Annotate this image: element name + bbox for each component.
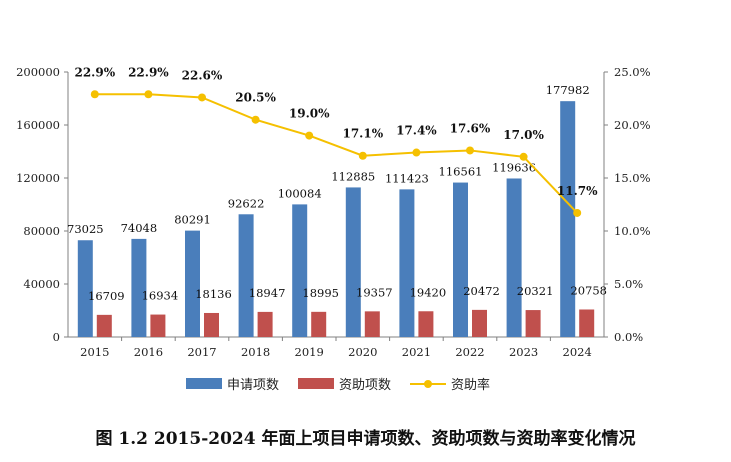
bar-fund: [525, 310, 541, 337]
data-label-apply: 73025: [67, 222, 104, 236]
x-tick-label: 2015: [80, 345, 109, 359]
bar-fund: [96, 314, 112, 337]
data-label-apply: 119636: [492, 160, 536, 174]
bar-apply: [238, 214, 254, 337]
data-label-apply: 111423: [385, 171, 429, 185]
x-tick-label: 2019: [295, 345, 324, 359]
rate-point: [90, 90, 99, 99]
rate-label: 17.6%: [450, 121, 491, 135]
y-right-tick-label: 10.0%: [614, 224, 651, 238]
data-label-apply: 112885: [331, 169, 375, 183]
legend-label-apply: 申请项数: [227, 378, 279, 393]
data-label-fund: 20472: [463, 284, 500, 298]
y-right-tick-label: 20.0%: [614, 118, 651, 132]
data-label-apply: 80291: [174, 213, 211, 227]
y-left-tick-label: 0: [53, 330, 60, 344]
y-left-tick-label: 80000: [23, 224, 60, 238]
bar-apply: [345, 187, 361, 337]
y-right-tick-label: 15.0%: [614, 171, 651, 185]
y-left-tick-label: 120000: [16, 171, 60, 185]
rate-line: [94, 93, 578, 214]
y-left-tick-label: 200000: [16, 65, 60, 79]
data-label-fund: 18136: [195, 287, 232, 301]
data-label-fund: 20758: [570, 283, 607, 297]
rate-point: [144, 90, 153, 99]
rate-label: 17.4%: [396, 124, 437, 138]
bar-apply: [453, 182, 468, 337]
rate-point: [358, 151, 367, 160]
data-label-fund: 16709: [88, 289, 125, 303]
bar-apply: [131, 238, 147, 337]
bar-fund: [257, 311, 273, 337]
bar-apply: [292, 204, 308, 337]
x-tick-label: 2020: [348, 345, 377, 359]
rate-label: 17.1%: [342, 127, 383, 141]
bar-fund: [204, 312, 219, 337]
y-right-tick-label: 5.0%: [614, 277, 643, 291]
x-tick-label: 2016: [134, 345, 163, 359]
rate-point: [519, 152, 528, 161]
x-tick-label: 2024: [563, 345, 592, 359]
y-left-tick-label: 40000: [23, 277, 60, 291]
bar-apply: [560, 101, 576, 337]
rate-point: [305, 131, 314, 140]
data-label-apply: 100084: [278, 186, 322, 200]
rate-label: 22.9%: [128, 65, 169, 79]
y-left-tick-label: 160000: [16, 118, 60, 132]
rate-label: 20.5%: [235, 91, 276, 105]
data-label-fund: 18995: [302, 286, 339, 300]
x-tick-label: 2022: [455, 345, 484, 359]
data-label-apply: 92622: [228, 196, 265, 210]
x-tick-label: 2017: [187, 345, 216, 359]
rate-point: [198, 93, 206, 102]
bar-fund: [150, 314, 166, 337]
rate-point: [412, 148, 421, 157]
bar-apply: [185, 230, 200, 337]
legend-label-rate: 资助率: [451, 377, 490, 393]
rate-point: [466, 146, 474, 155]
bar-apply: [77, 240, 93, 337]
legend-swatch-fund: [298, 378, 334, 389]
x-tick-label: 2021: [402, 345, 431, 359]
data-label-apply: 74048: [121, 221, 158, 235]
bar-fund: [579, 309, 595, 337]
data-label-fund: 16934: [142, 289, 179, 303]
legend-marker-rate: [424, 380, 432, 388]
x-tick-label: 2023: [509, 345, 538, 359]
bar-fund: [472, 309, 487, 337]
data-label-fund: 19420: [410, 285, 447, 299]
bar-fund: [418, 311, 434, 337]
rate-label: 19.0%: [289, 107, 330, 121]
legend-label-fund: 资助项数: [339, 378, 391, 393]
rate-label: 11.7%: [557, 184, 598, 198]
bar-fund: [364, 311, 380, 337]
y-right-tick-label: 25.0%: [614, 65, 651, 79]
rate-label: 22.6%: [182, 68, 223, 82]
data-label-apply: 177982: [546, 83, 590, 97]
x-tick-label: 2018: [241, 345, 270, 359]
rate-label: 17.0%: [503, 128, 544, 142]
rate-label: 22.9%: [74, 65, 115, 79]
data-label-fund: 20321: [517, 284, 554, 298]
rate-point: [251, 115, 260, 124]
figure-caption: 图 1.2 2015-2024 年面上项目申请项数、资助项数与资助率变化情况: [95, 429, 636, 449]
bar-fund: [311, 311, 327, 337]
rate-point: [573, 208, 582, 217]
bar-apply: [506, 178, 522, 337]
data-label-fund: 18947: [249, 286, 286, 300]
data-label-apply: 116561: [439, 165, 483, 179]
y-right-tick-label: 0.0%: [614, 330, 643, 344]
legend-swatch-apply: [186, 378, 222, 389]
data-label-fund: 19357: [356, 285, 393, 299]
bar-apply: [399, 189, 415, 337]
